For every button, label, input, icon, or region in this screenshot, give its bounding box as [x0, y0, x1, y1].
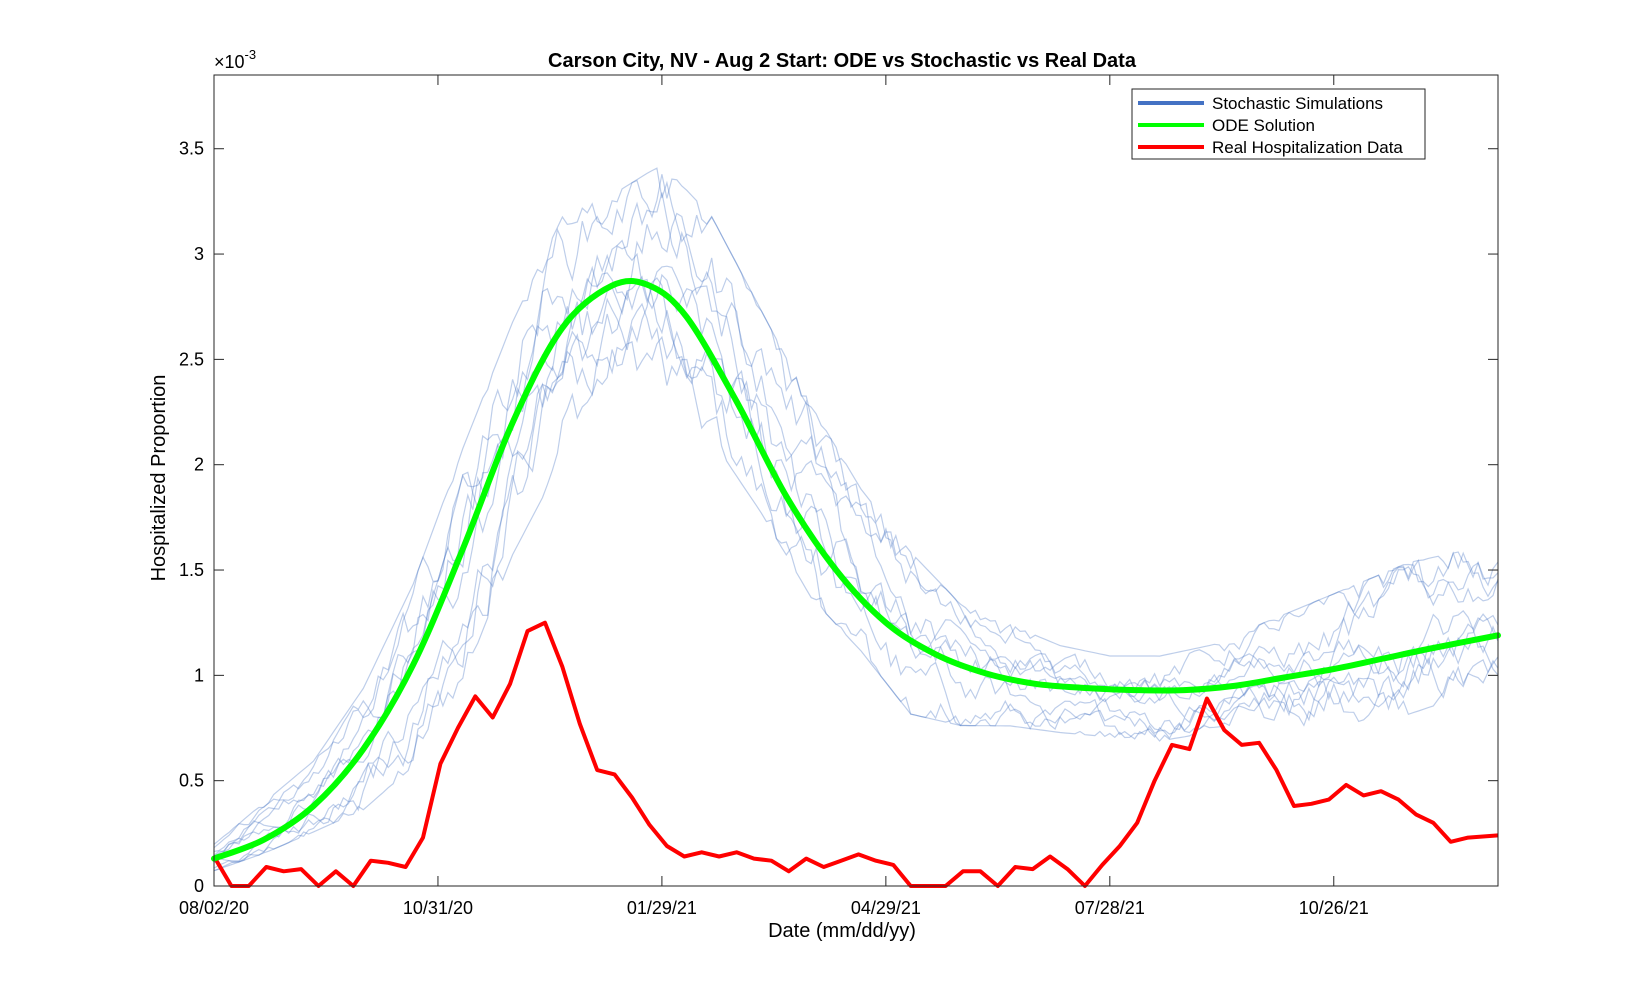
plot-area — [214, 75, 1498, 886]
y-tick-label: 3 — [194, 244, 204, 264]
legend: Stochastic Simulations ODE Solution Real H… — [1131, 88, 1426, 160]
stochastic-run-3 — [213, 273, 1499, 869]
y-tick-label: 0.5 — [179, 771, 204, 791]
x-tick-label: 01/29/21 — [627, 898, 697, 918]
y-tick-label: 1.5 — [179, 560, 204, 580]
x-tick-label: 10/26/21 — [1299, 898, 1369, 918]
y-exponent-label: ×10-3 — [214, 47, 256, 72]
stochastic-run-2 — [213, 302, 1499, 872]
x-tick-label: 08/02/20 — [179, 898, 249, 918]
y-tick-label: 3.5 — [179, 139, 204, 159]
stochastic-simulations-layer — [213, 167, 1499, 872]
stochastic-run-5 — [213, 278, 1499, 860]
axes-frame — [213, 74, 1499, 887]
y-axis-label: Hospitalized Proportion — [148, 375, 170, 582]
ode-solution-line — [211, 278, 1501, 862]
axes-layer: 0 0.5 1 1.5 2 2.5 3 3.5 08/02/20 10/31/20 01/29/21… — [179, 74, 1499, 918]
legend-entry: Stochastic Simulations — [1212, 94, 1383, 113]
stochastic-run-1 — [213, 330, 1499, 872]
real-hospitalization-line — [212, 620, 1499, 888]
stochastic-run-10 — [213, 167, 1499, 845]
y-tick-label: 2.5 — [179, 349, 204, 369]
legend-entry: Real Hospitalization Data — [1212, 138, 1403, 157]
stochastic-run-4 — [213, 277, 1499, 864]
x-tick-label: 07/28/21 — [1075, 898, 1145, 918]
y-exponent-power: -3 — [245, 47, 257, 62]
y-tick-label: 1 — [194, 665, 204, 685]
stochastic-run-6 — [213, 239, 1499, 856]
y-tick-label: 0 — [194, 876, 204, 896]
chart-title: Carson City, NV - Aug 2 Start: ODE vs St… — [548, 50, 1137, 72]
plot-background — [214, 75, 1498, 886]
y-tick-label: 2 — [194, 455, 204, 475]
x-tick-label: 10/31/20 — [403, 898, 473, 918]
real-data-layer — [212, 620, 1499, 888]
ode-layer — [211, 278, 1501, 862]
y-exponent-base: ×10 — [214, 52, 245, 72]
stochastic-run-9 — [213, 174, 1499, 853]
x-axis-label: Date (mm/dd/yy) — [768, 920, 916, 942]
legend-entry: ODE Solution — [1212, 116, 1315, 135]
stochastic-run-7 — [213, 192, 1499, 857]
stochastic-run-8 — [213, 212, 1499, 849]
x-tick-label: 04/29/21 — [851, 898, 921, 918]
